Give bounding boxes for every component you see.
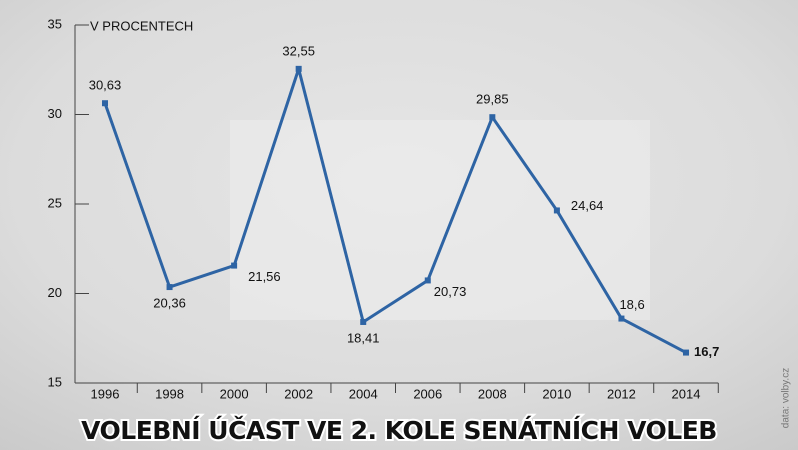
point bbox=[231, 262, 238, 269]
point bbox=[683, 349, 689, 356]
data-label: 20,73 bbox=[434, 284, 467, 299]
series-line bbox=[103, 67, 687, 354]
data-label: 18,6 bbox=[619, 297, 644, 312]
point bbox=[295, 65, 302, 72]
x-tick-label: 2006 bbox=[413, 386, 442, 401]
y-tick-label: 20 bbox=[48, 285, 62, 300]
y-tick-label: 35 bbox=[48, 16, 62, 31]
point bbox=[360, 318, 367, 325]
x-tick-label: 2002 bbox=[284, 386, 313, 401]
x-tick-label: 1998 bbox=[155, 386, 184, 401]
y-tick-label: 25 bbox=[48, 195, 62, 210]
point bbox=[553, 207, 560, 214]
data-label: 21,56 bbox=[248, 269, 281, 284]
source: data: volby.cz bbox=[781, 368, 792, 428]
x-tick-label: 2004 bbox=[349, 386, 378, 401]
background-blur bbox=[230, 120, 650, 320]
point bbox=[618, 315, 625, 322]
point bbox=[424, 277, 431, 284]
data-label: 16,7 bbox=[694, 344, 719, 359]
x-tick-label: 2008 bbox=[478, 386, 507, 401]
data-label: 30,63 bbox=[89, 78, 122, 93]
x-tick-label: 2012 bbox=[607, 386, 636, 401]
data-label: 18,41 bbox=[347, 330, 380, 345]
data-label: 20,36 bbox=[153, 295, 186, 310]
y-tick-label: 30 bbox=[48, 106, 62, 121]
data-label: 24,64 bbox=[571, 198, 604, 213]
x-tick-label: 2014 bbox=[672, 386, 701, 401]
x-tick-label: 2010 bbox=[542, 386, 571, 401]
y-axis-label: V PROCENTECH bbox=[90, 18, 193, 33]
x-tick-label: 1996 bbox=[91, 386, 120, 401]
data-label: 29,85 bbox=[476, 92, 509, 107]
chart-title: VOLEBNÍ ÚČAST VE 2. KOLE SENÁTNÍCH VOLEB bbox=[81, 415, 717, 445]
point bbox=[166, 284, 173, 291]
y-tick-label: 15 bbox=[48, 374, 62, 389]
data-label: 32,55 bbox=[282, 43, 315, 58]
point bbox=[489, 114, 496, 121]
x-tick-label: 2000 bbox=[220, 386, 249, 401]
point bbox=[102, 100, 108, 107]
